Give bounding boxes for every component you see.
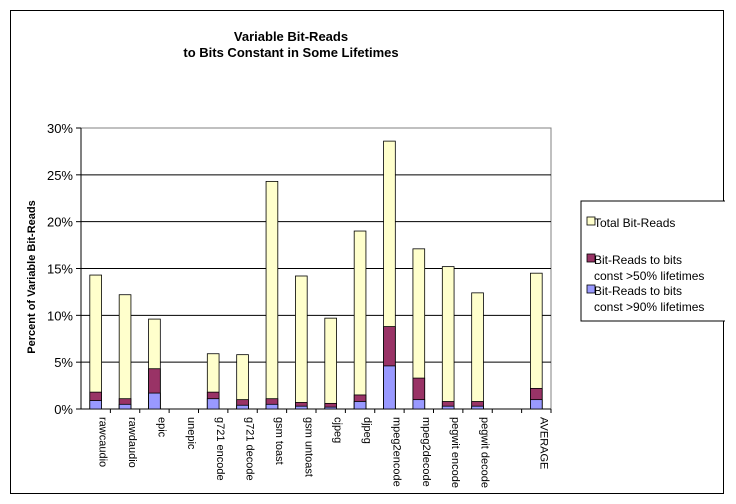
x-tick-label: gsm untoast — [302, 417, 314, 477]
y-axis-label: Percent of Variable Bit-Reads — [26, 200, 38, 353]
y-tick-label: 30% — [47, 121, 73, 136]
bar-series-2 — [441, 405, 455, 410]
y-tick-label: 5% — [54, 355, 73, 370]
bar-series-2 — [383, 365, 396, 410]
bar-series-2 — [324, 406, 337, 410]
x-tick-label: djpeg — [361, 417, 373, 444]
x-tick-label: gsm toast — [273, 417, 285, 465]
x-tick-label: rawdaudio — [126, 417, 138, 468]
chart-svg: Variable Bit-Reads to Bits Constant in S… — [26, 29, 736, 488]
x-tick-label: g721 decode — [244, 417, 256, 481]
x-tick-label: pegwit decode — [479, 417, 491, 488]
x-tick-label: epic — [155, 417, 167, 438]
bar-series-0 — [89, 274, 102, 410]
legend-label: Bit-Reads to bits — [594, 253, 682, 267]
x-tick-label: g721 encode — [214, 417, 226, 481]
legend-label: const >50% lifetimes — [594, 269, 704, 283]
y-tick-label: 20% — [47, 215, 73, 230]
bar-series-2 — [471, 405, 484, 410]
bar-series-0 — [324, 317, 337, 410]
chart-subtitle: to Bits Constant in Some Lifetimes — [183, 45, 398, 60]
bar-series-2 — [206, 398, 220, 410]
bar-series-2 — [530, 399, 543, 410]
bar-series-2 — [295, 405, 308, 410]
bar-series-0 — [265, 180, 279, 410]
y-tick-label: 15% — [47, 262, 73, 277]
x-tick-label: mpeg2decode — [420, 417, 432, 487]
bar-series-0 — [441, 266, 455, 410]
chart-frame: Variable Bit-Reads to Bits Constant in S… — [10, 10, 736, 494]
bar-series-2 — [118, 403, 132, 410]
legend-swatch — [586, 284, 596, 294]
bar-series-2 — [412, 399, 426, 410]
x-tick-label: unepic — [185, 417, 197, 450]
plot-area: 0% 5% 10% 15% 20% 25% 30% rawcaudio rawdaudio epi… — [47, 121, 552, 488]
legend-box — [580, 200, 736, 322]
x-tick-label: pegwit encode — [449, 417, 461, 488]
x-tick-label: AVERAGE — [537, 417, 549, 469]
bar-series-0 — [295, 275, 308, 410]
bar-series-0 — [118, 294, 132, 410]
y-tick-label: 0% — [54, 402, 73, 417]
bar-series-2 — [148, 392, 161, 410]
legend-label: Bit-Reads to bits — [594, 284, 682, 298]
legend-swatch — [586, 253, 596, 263]
x-tick-label: mpeg2encode — [390, 417, 402, 487]
bar-series-0 — [471, 292, 484, 410]
x-tick-label: cjpeg — [332, 417, 344, 443]
bar-series-2 — [236, 404, 249, 410]
legend-label: Total Bit-Reads — [594, 216, 675, 230]
legend-label: const >90% lifetimes — [594, 300, 704, 314]
bar-series-2 — [353, 401, 367, 410]
y-tick-label: 10% — [47, 308, 73, 323]
x-tick-label: rawcaudio — [97, 417, 109, 467]
y-tick-label: 25% — [47, 168, 73, 183]
bar-series-2 — [89, 400, 102, 410]
legend-swatch — [586, 216, 596, 226]
bar-series-2 — [265, 403, 279, 410]
chart-title: Variable Bit-Reads — [234, 29, 348, 44]
bar-series-0 — [353, 230, 367, 410]
